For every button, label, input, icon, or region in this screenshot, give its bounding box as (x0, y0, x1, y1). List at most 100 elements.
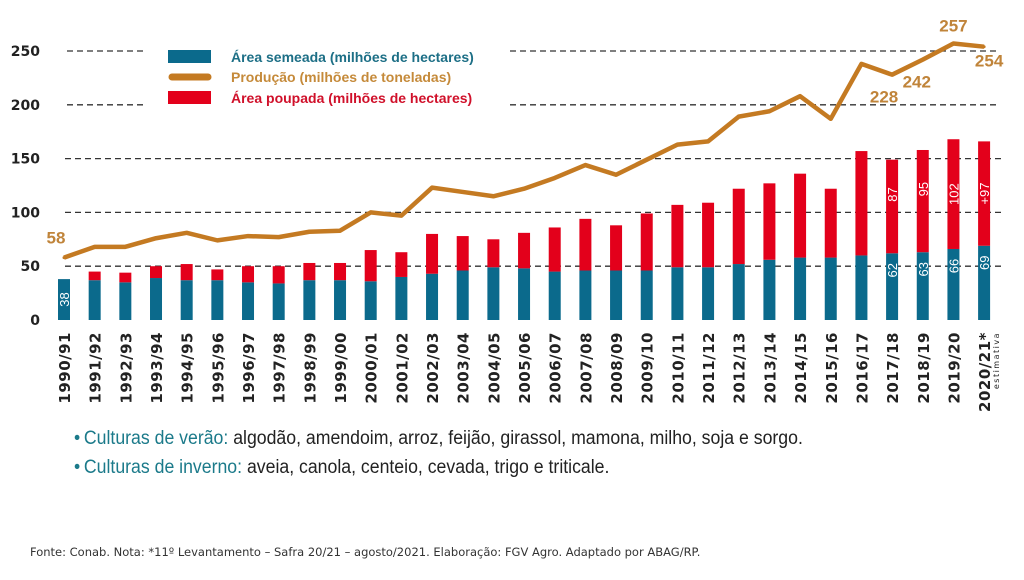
bar-area-poupada (732, 188, 745, 265)
x-tick-label: 1999/00 (332, 332, 350, 404)
summer-crops-key: Culturas de verão: (83, 428, 229, 449)
production-point (829, 117, 833, 121)
production-value-label: 228 (870, 88, 898, 107)
bar-area-poupada (487, 239, 500, 268)
y-tick-label: 50 (21, 259, 41, 275)
x-tick-label: 2019/20 (945, 332, 963, 404)
bar-area-semeada (518, 268, 531, 320)
bar-area-semeada (824, 257, 837, 320)
y-tick-label: 0 (30, 313, 40, 329)
production-point (491, 194, 495, 198)
bullet-icon: • (74, 457, 81, 478)
bar-area-semeada (916, 252, 929, 320)
bar-area-semeada (364, 281, 377, 320)
production-point (982, 45, 986, 49)
bar-area-poupada (579, 218, 592, 271)
production-point (583, 163, 587, 167)
x-tick-label: 2006/07 (547, 332, 565, 404)
legend-swatch (168, 50, 211, 63)
x-tick-label: 1996/97 (240, 332, 258, 404)
x-tick-label: 2020/21* (976, 332, 994, 412)
bar-area-semeada (88, 280, 101, 320)
x-tick-label: 1990/91 (56, 332, 74, 404)
bar-value-label: 62 (885, 263, 900, 277)
x-tick-label: 2013/14 (761, 332, 779, 404)
bar-area-semeada (303, 280, 316, 320)
production-point (921, 58, 925, 62)
production-point (62, 256, 66, 260)
production-value-label: 242 (903, 73, 931, 92)
x-tick-label: 2004/05 (485, 332, 503, 404)
bar-area-semeada (978, 245, 991, 320)
production-point (185, 231, 189, 235)
bar-area-poupada (211, 269, 224, 281)
bar-area-poupada (395, 252, 408, 277)
production-point (798, 94, 802, 98)
production-point (890, 73, 894, 77)
bar-area-semeada (272, 283, 285, 320)
production-point (767, 109, 771, 113)
x-tick-label: 2007/08 (577, 332, 595, 404)
bar-area-poupada (364, 250, 377, 282)
production-point (215, 238, 219, 242)
x-tick-label: 2000/01 (363, 332, 381, 404)
bar-area-semeada (579, 270, 592, 320)
bar-area-semeada (426, 273, 439, 320)
bar-area-semeada (548, 271, 561, 320)
bar-area-poupada (824, 188, 837, 258)
bar-value-label: +97 (977, 183, 992, 205)
production-point (369, 210, 373, 214)
x-tick-label: 2014/15 (792, 332, 810, 404)
bar-area-semeada (640, 270, 653, 320)
production-value-label: 257 (939, 16, 967, 35)
chart: 0 50 100 150 200 250 1990/91 1991/92 1992/93 1993… (11, 16, 1004, 412)
production-point (461, 190, 465, 194)
bar-area-semeada (886, 253, 899, 320)
production-point (430, 186, 434, 190)
bar-area-poupada (548, 227, 561, 272)
production-point (277, 235, 281, 239)
production-point (246, 234, 250, 238)
production-point (338, 229, 342, 233)
bar-value-label: 66 (946, 259, 961, 273)
source-note: Fonte: Conab. Nota: *11º Levantamento – … (30, 545, 701, 559)
x-tick-label: 1995/96 (209, 332, 227, 404)
bar-area-poupada (180, 264, 193, 281)
bar-value-label: 87 (885, 187, 900, 201)
bar-area-poupada (303, 262, 316, 281)
winter-crops-note: • Culturas de inverno: aveia, canola, cen… (74, 453, 803, 482)
production-point (93, 245, 97, 249)
x-tick-label: 2012/13 (731, 332, 749, 404)
production-point (154, 236, 158, 240)
x-tick-note: estimativa (992, 332, 1001, 389)
bar-area-semeada (242, 282, 255, 320)
bar-area-poupada (272, 266, 285, 284)
bar-value-label: 69 (977, 256, 992, 270)
production-point (645, 158, 649, 162)
legend-label: Área semeada (milhões de hectares) (231, 49, 474, 65)
bar-area-semeada (610, 270, 623, 320)
x-tick-label: 2009/10 (639, 332, 657, 404)
x-tick-label: 1994/95 (179, 332, 197, 404)
bar-area-poupada (518, 232, 531, 269)
bar-area-poupada (334, 262, 347, 281)
y-tick-label: 100 (11, 205, 40, 221)
bar-area-semeada (855, 255, 868, 320)
bar-area-semeada (487, 267, 500, 320)
production-value-label: 58 (47, 229, 66, 248)
winter-crops-list: aveia, canola, centeio, cevada, trigo e … (242, 457, 610, 478)
bar-area-poupada (763, 183, 776, 260)
production-point (553, 176, 557, 180)
production-point (706, 139, 710, 143)
production-point (522, 187, 526, 191)
production-point (399, 214, 403, 218)
bar-value-label: 102 (946, 183, 961, 205)
bar-area-semeada (794, 257, 807, 320)
bar-area-semeada (395, 276, 408, 320)
bar-area-poupada (242, 266, 255, 283)
production-value-label: 254 (975, 52, 1004, 71)
x-tick-label: 1998/99 (301, 332, 319, 404)
bar-area-poupada (794, 173, 807, 258)
production-point (123, 245, 127, 249)
production-point (614, 173, 618, 177)
